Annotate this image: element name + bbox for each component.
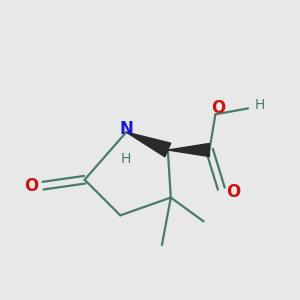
Polygon shape xyxy=(168,143,209,157)
Text: O: O xyxy=(211,99,226,117)
Text: H: H xyxy=(121,152,131,166)
Text: H: H xyxy=(255,98,265,112)
Text: O: O xyxy=(226,183,240,201)
Text: N: N xyxy=(119,120,133,138)
Polygon shape xyxy=(126,132,171,157)
Text: O: O xyxy=(24,177,38,195)
